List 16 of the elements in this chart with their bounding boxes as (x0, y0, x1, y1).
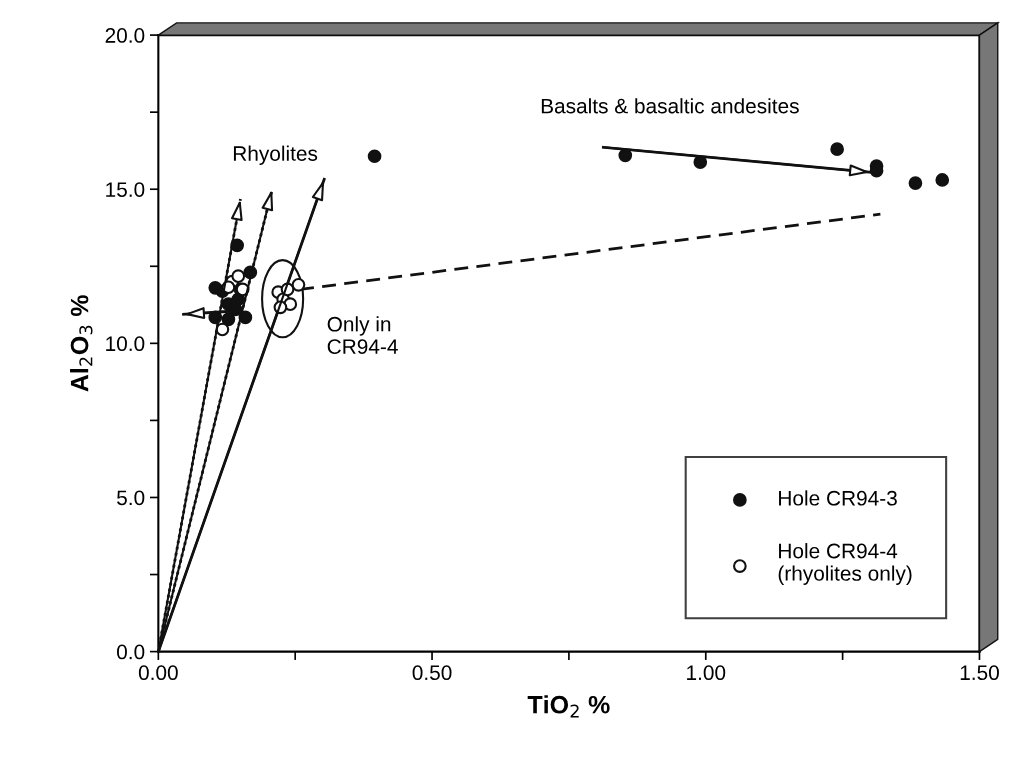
x-tick-label: 0.50 (412, 665, 452, 681)
annotation: Only in CR94-4 (327, 316, 398, 354)
y-tick-label: 0.0 (117, 644, 145, 660)
y-axis-title: Al$_{2}$O$_{3}$ % (70, 295, 93, 392)
annotation: Basalts & basaltic andesites (541, 98, 799, 114)
x-tick-label: 1.50 (960, 665, 999, 681)
annotation: Rhyolites (233, 145, 318, 166)
y-tick-label: 15.0 (106, 182, 145, 197)
y-tick-label: 20.0 (105, 28, 145, 43)
x-tick-label: 1.00 (687, 665, 726, 681)
x-axis-title: TiO$_{2}$ % (527, 695, 610, 718)
y-tick-label: 5.0 (117, 490, 145, 506)
legend-label: Hole CR94-4 (rhyolites only) (778, 543, 912, 585)
legend-label: Hole CR94-3 (779, 490, 897, 506)
y-tick-label: 10.0 (106, 336, 145, 352)
x-tick-label: 0.00 (138, 665, 178, 681)
